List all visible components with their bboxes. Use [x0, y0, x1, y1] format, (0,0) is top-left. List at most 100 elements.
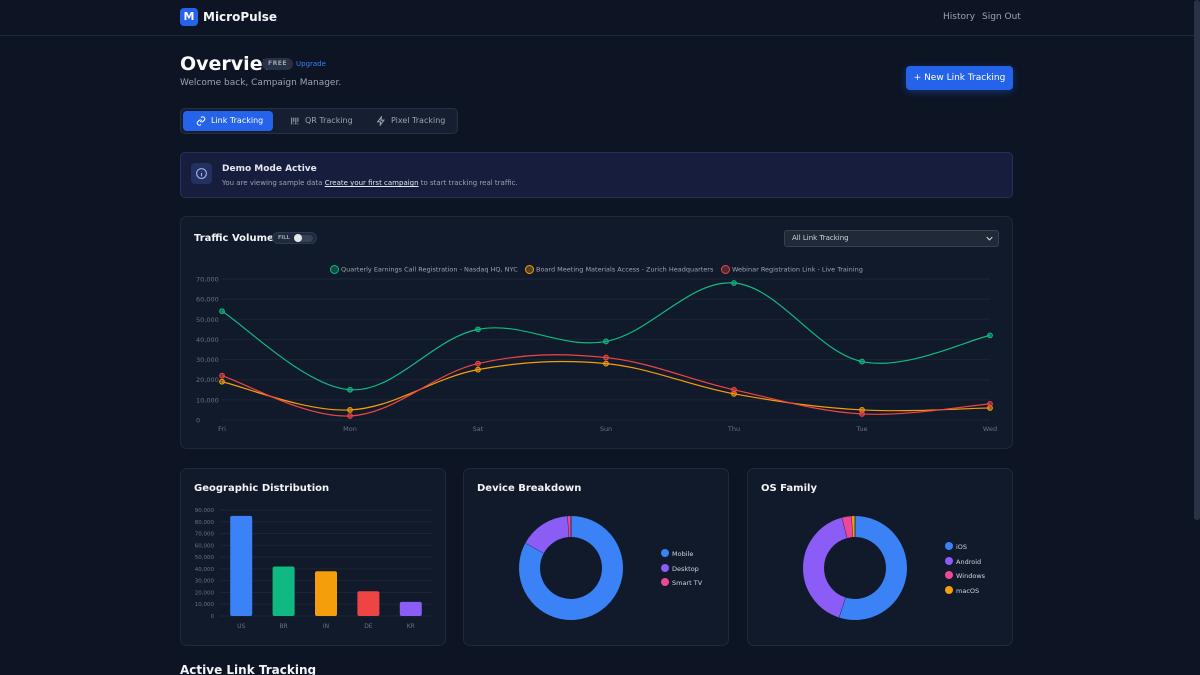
- legend-item[interactable]: Webinar Registration Link - Live Trainin…: [721, 265, 863, 274]
- logo-icon[interactable]: M: [180, 8, 198, 26]
- y-tick-label: 70,000: [196, 276, 219, 284]
- data-point: [475, 366, 481, 373]
- data-point: [347, 413, 353, 419]
- y-tick-label: 20,000: [195, 590, 215, 596]
- donut-slice: [842, 516, 854, 539]
- chevron-down-icon: [986, 236, 993, 241]
- y-tick-label: 40,000: [195, 567, 215, 573]
- tab-label: QR Tracking: [305, 116, 353, 125]
- device-card: [463, 468, 729, 646]
- y-tick-label: 70,000: [195, 532, 215, 538]
- x-tick-label: Sun: [600, 425, 612, 433]
- y-tick-label: 50,000: [196, 316, 219, 324]
- x-tick-label: Sat: [473, 425, 484, 433]
- create-campaign-link[interactable]: Create your first campaign: [324, 179, 419, 187]
- switch-knob: [294, 234, 302, 242]
- new-link-tracking-button[interactable]: + New Link Tracking: [906, 66, 1013, 90]
- x-tick-label: Tue: [855, 425, 867, 433]
- x-tick-label: US: [237, 623, 245, 630]
- plan-badge: FREE: [262, 58, 293, 70]
- upgrade-link[interactable]: Upgrade: [296, 60, 326, 68]
- fill-label: FILL: [278, 235, 290, 241]
- bar: [230, 515, 253, 616]
- demo-text: You are viewing sample data Create your …: [222, 179, 518, 187]
- tab-link-tracking[interactable]: Link Tracking: [183, 111, 273, 131]
- legend-item[interactable]: Quarterly Earnings Call Registration - N…: [330, 265, 518, 274]
- y-tick-label: 10,000: [195, 602, 215, 608]
- data-point: [347, 407, 353, 413]
- nav-history-link[interactable]: History: [943, 12, 976, 22]
- demo-title: Demo Mode Active: [222, 164, 317, 174]
- tab-label: Pixel Tracking: [391, 116, 446, 125]
- donut-slice: [838, 516, 907, 620]
- os-legend: iOS Android Windows macOS: [945, 542, 985, 600]
- brand-name[interactable]: MicroPulse: [203, 10, 278, 24]
- traffic-volume-title: Traffic Volume: [194, 233, 274, 244]
- legend-item[interactable]: Smart TV: [661, 578, 702, 593]
- link-icon: [196, 116, 206, 126]
- legend-swatch: [330, 265, 339, 274]
- donut-slice: [525, 516, 570, 554]
- legend-item[interactable]: Mobile: [661, 549, 702, 564]
- data-point: [859, 358, 865, 365]
- data-point: [731, 280, 737, 286]
- os-card: [747, 468, 1013, 646]
- data-point: [347, 386, 353, 393]
- y-tick-label: 90,000: [195, 508, 215, 514]
- data-point: [475, 326, 481, 333]
- legend-item[interactable]: macOS: [945, 585, 985, 601]
- y-tick-label: 20,000: [196, 376, 219, 384]
- tracking-tabs: Link Tracking QR Tracking Pixel Tracking: [180, 108, 458, 134]
- data-point: [987, 400, 993, 407]
- y-tick-label: 30,000: [195, 579, 215, 585]
- y-tick-label: 0: [196, 417, 200, 425]
- top-bar: M MicroPulse History Sign Out: [0, 0, 1200, 36]
- scrollbar[interactable]: [1194, 0, 1200, 520]
- legend-item[interactable]: Desktop: [661, 563, 702, 579]
- demo-mode-banner: Demo Mode Active You are viewing sample …: [180, 152, 1013, 198]
- y-tick-label: 60,000: [195, 543, 215, 549]
- y-tick-label: 10,000: [196, 396, 219, 404]
- bar: [272, 566, 295, 616]
- data-point: [987, 332, 993, 339]
- y-tick-label: 50,000: [195, 555, 215, 561]
- tab-pixel-tracking[interactable]: Pixel Tracking: [363, 111, 453, 131]
- bar: [357, 591, 380, 616]
- tab-qr-tracking[interactable]: QR Tracking: [277, 111, 359, 131]
- donut-slice: [519, 516, 623, 620]
- legend-item[interactable]: Android: [945, 556, 985, 572]
- bar: [399, 601, 422, 616]
- link-filter-select[interactable]: All Link Tracking: [784, 230, 999, 247]
- bar: [315, 571, 337, 616]
- fill-toggle[interactable]: FILL: [272, 232, 317, 244]
- x-tick-label: Fri: [218, 425, 226, 433]
- geographic-title: Geographic Distribution: [194, 483, 330, 494]
- legend-item[interactable]: Windows: [945, 571, 985, 586]
- x-tick-label: Thu: [727, 425, 740, 433]
- x-tick-label: KR: [407, 623, 415, 630]
- x-tick-label: BR: [279, 623, 287, 630]
- legend-swatch: [721, 265, 730, 274]
- donut-slice: [803, 517, 848, 618]
- x-tick-label: Mon: [343, 425, 357, 433]
- tab-label: Link Tracking: [211, 116, 264, 125]
- page-title: Overview: [180, 53, 281, 75]
- x-tick-label: DE: [364, 623, 373, 630]
- x-tick-label: Wed: [983, 425, 997, 433]
- legend-item[interactable]: iOS: [945, 542, 985, 557]
- data-point: [603, 354, 609, 361]
- info-icon: [191, 163, 212, 184]
- data-point: [219, 372, 225, 379]
- bolt-icon: [376, 116, 385, 126]
- y-tick-label: 30,000: [196, 356, 219, 364]
- legend-swatch: [525, 265, 534, 274]
- nav-sign-out-link[interactable]: Sign Out: [982, 12, 1021, 22]
- y-tick-label: 40,000: [196, 336, 219, 344]
- y-tick-label: 0: [211, 614, 215, 620]
- data-point: [603, 338, 609, 345]
- legend-item[interactable]: Board Meeting Materials Access - Zurich …: [525, 265, 713, 274]
- fill-switch[interactable]: [294, 234, 313, 242]
